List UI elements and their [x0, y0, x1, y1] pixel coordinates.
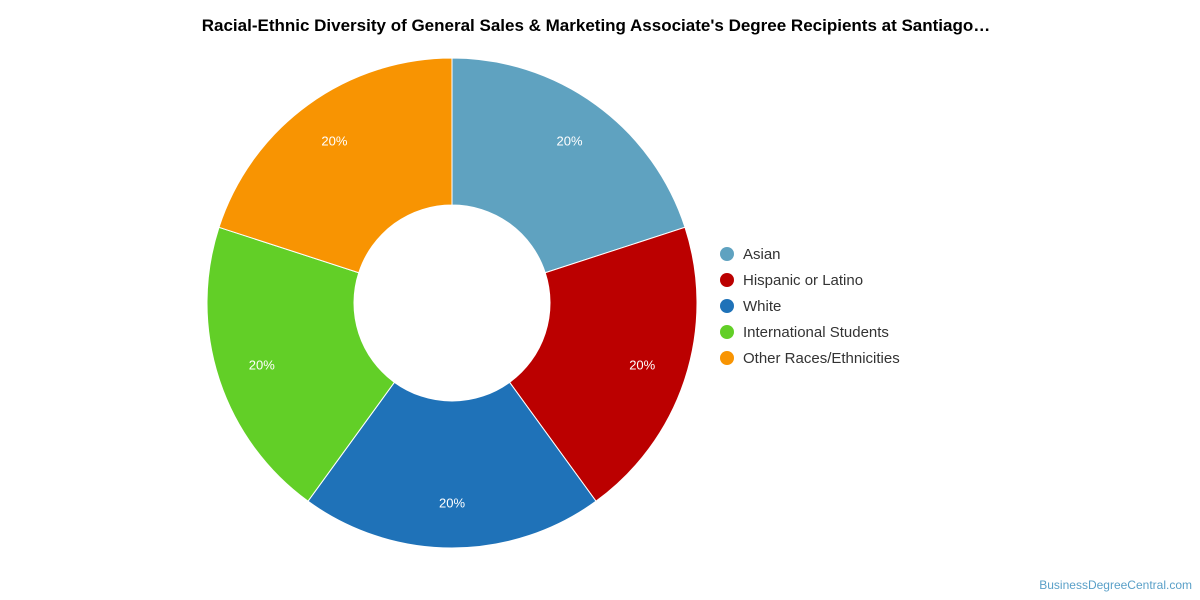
- legend-label: Asian: [743, 245, 781, 263]
- slice-label: 20%: [321, 134, 347, 149]
- legend-swatch: [720, 351, 734, 365]
- chart-legend: Asian Hispanic or Latino White Internationa…: [720, 241, 900, 371]
- legend-swatch: [720, 299, 734, 313]
- source-credit[interactable]: BusinessDegreeCentral.com: [1039, 578, 1192, 592]
- legend-swatch: [720, 247, 734, 261]
- legend-label: Hispanic or Latino: [743, 271, 864, 289]
- legend-item[interactable]: Asian: [720, 241, 900, 267]
- slice-other-races-ethnicities[interactable]: [218, 57, 453, 274]
- legend-swatch: [720, 273, 734, 287]
- legend-label: Other Races/Ethnicities: [743, 349, 900, 367]
- chart-title: Racial-Ethnic Diversity of General Sales…: [201, 16, 991, 35]
- legend-item[interactable]: International Students: [720, 319, 900, 345]
- legend-item[interactable]: White: [720, 293, 900, 319]
- slice-hispanic-or-latino[interactable]: [508, 226, 698, 502]
- slice-white[interactable]: [307, 381, 597, 549]
- legend-label: International Students: [743, 323, 889, 341]
- legend-item[interactable]: Hispanic or Latino: [720, 267, 900, 293]
- slice-label: 20%: [557, 134, 583, 149]
- legend-label: White: [743, 297, 782, 315]
- slice-label: 20%: [249, 357, 275, 372]
- slice-asian[interactable]: [451, 57, 686, 274]
- slice-international-students[interactable]: [206, 226, 396, 502]
- slice-label: 20%: [629, 357, 655, 372]
- legend-swatch: [720, 325, 734, 339]
- slice-label: 20%: [439, 496, 465, 511]
- legend-item[interactable]: Other Races/Ethnicities: [720, 345, 900, 371]
